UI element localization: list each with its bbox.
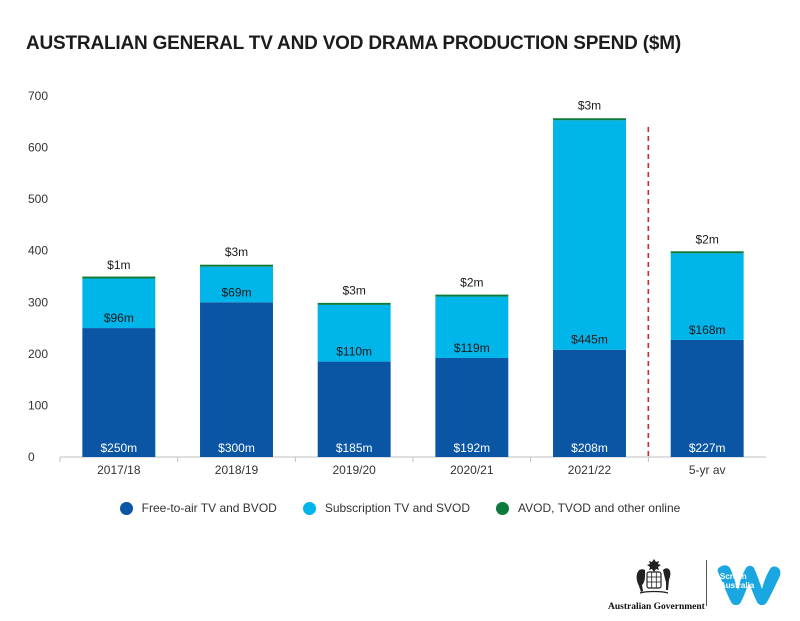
bar-segment-fta: [670, 339, 744, 457]
data-label-sub: $69m: [221, 285, 251, 299]
x-tick-label: 2019/20: [332, 463, 376, 477]
bar-segment-fta: [82, 328, 156, 457]
legend-item-sub: Subscription TV and SVOD: [302, 501, 471, 515]
y-tick-label: 200: [28, 347, 48, 361]
data-label-avod: $1m: [107, 258, 130, 272]
bar-segment-sub: [317, 304, 391, 362]
screen-australia-logo-icon: [717, 565, 781, 605]
x-axis: 2017/18 2018/19 2019/20 2020/21 2021/22 5-yr …: [59, 456, 766, 477]
y-axis: 0 100 200 300 400 500 600 700: [28, 89, 48, 464]
bar-segment-avod: [317, 302, 391, 305]
y-tick-label: 600: [28, 141, 48, 155]
y-tick-label: 100: [28, 398, 48, 412]
data-label-avod: $3m: [342, 283, 365, 297]
data-label-avod: $2m: [460, 276, 483, 290]
data-label-avod: $3m: [578, 99, 601, 113]
bar-segment-avod: [670, 251, 744, 254]
data-label-fta: $208m: [571, 441, 608, 455]
bar-segment-sub: [82, 278, 156, 329]
logo-divider: [706, 560, 707, 606]
chart-title: AUSTRALIAN GENERAL TV AND VOD DRAMA PROD…: [26, 33, 682, 54]
x-tick-label: 2021/22: [568, 463, 612, 477]
data-label-fta: $250m: [100, 441, 137, 455]
legend-item-avod: AVOD, TVOD and other online: [496, 501, 680, 515]
y-tick-label: 700: [28, 89, 48, 103]
bar-segment-sub: [670, 253, 744, 340]
bars-group: [82, 118, 744, 457]
data-label-sub: $119m: [454, 341, 490, 355]
commonwealth-crest-icon: [636, 559, 671, 594]
y-tick-label: 300: [28, 295, 48, 309]
data-label-sub: $110m: [336, 345, 372, 359]
legend-swatch-fta: [119, 501, 133, 515]
x-tick-label: 5-yr av: [689, 463, 726, 477]
bar-segment-avod: [435, 294, 509, 297]
legend-swatch-sub: [302, 501, 316, 515]
data-label-fta: $300m: [218, 441, 255, 455]
bar-segment-sub: [435, 296, 509, 358]
legend: Free-to-air TV and BVOD Subscription TV …: [0, 501, 800, 515]
data-label-sub: $168m: [689, 323, 726, 337]
legend-label-avod: AVOD, TVOD and other online: [518, 501, 681, 515]
screen-australia-text: Screen Australia: [720, 572, 755, 590]
legend-label-sub: Subscription TV and SVOD: [324, 501, 471, 515]
screen-australia-logo: Screen Australia: [716, 559, 784, 605]
bar-segment-fta: [435, 357, 509, 457]
y-tick-label: 500: [28, 192, 48, 206]
bar-segment-avod: [82, 276, 156, 279]
bar-segment-fta: [200, 302, 273, 457]
data-label-fta: $192m: [453, 441, 490, 455]
legend-item-fta: Free-to-air TV and BVOD: [119, 501, 277, 515]
data-labels-group: $250m $96m $1m $300m $69m $3m $185m $110m $3m $19…: [100, 99, 725, 455]
bar-segment-sub: [553, 120, 626, 350]
y-tick-label: 400: [28, 244, 48, 258]
data-label-sub: $445m: [571, 333, 608, 347]
footer-logos: Australian Government Screen Australia: [608, 556, 788, 612]
data-label-sub: $96m: [104, 311, 134, 325]
bar-segment-fta: [317, 361, 391, 457]
bar-segment-fta: [553, 349, 626, 457]
data-label-avod: $2m: [695, 232, 718, 246]
australian-government-text: Australian Government: [608, 602, 705, 612]
bar-segment-sub: [200, 266, 273, 303]
data-label-avod: $3m: [225, 245, 248, 259]
bar-segment-avod: [200, 264, 273, 267]
legend-swatch-avod: [496, 501, 510, 515]
x-tick-label: 2017/18: [97, 463, 141, 477]
data-label-fta: $185m: [336, 441, 373, 455]
legend-label-fta: Free-to-air TV and BVOD: [141, 501, 277, 515]
australian-government-logo: Australian Government: [608, 556, 705, 612]
x-tick-label: 2018/19: [215, 463, 259, 477]
data-label-fta: $227m: [689, 441, 726, 455]
y-tick-label: 0: [28, 450, 35, 464]
bar-segment-avod: [553, 118, 626, 121]
x-tick-label: 2020/21: [450, 463, 494, 477]
